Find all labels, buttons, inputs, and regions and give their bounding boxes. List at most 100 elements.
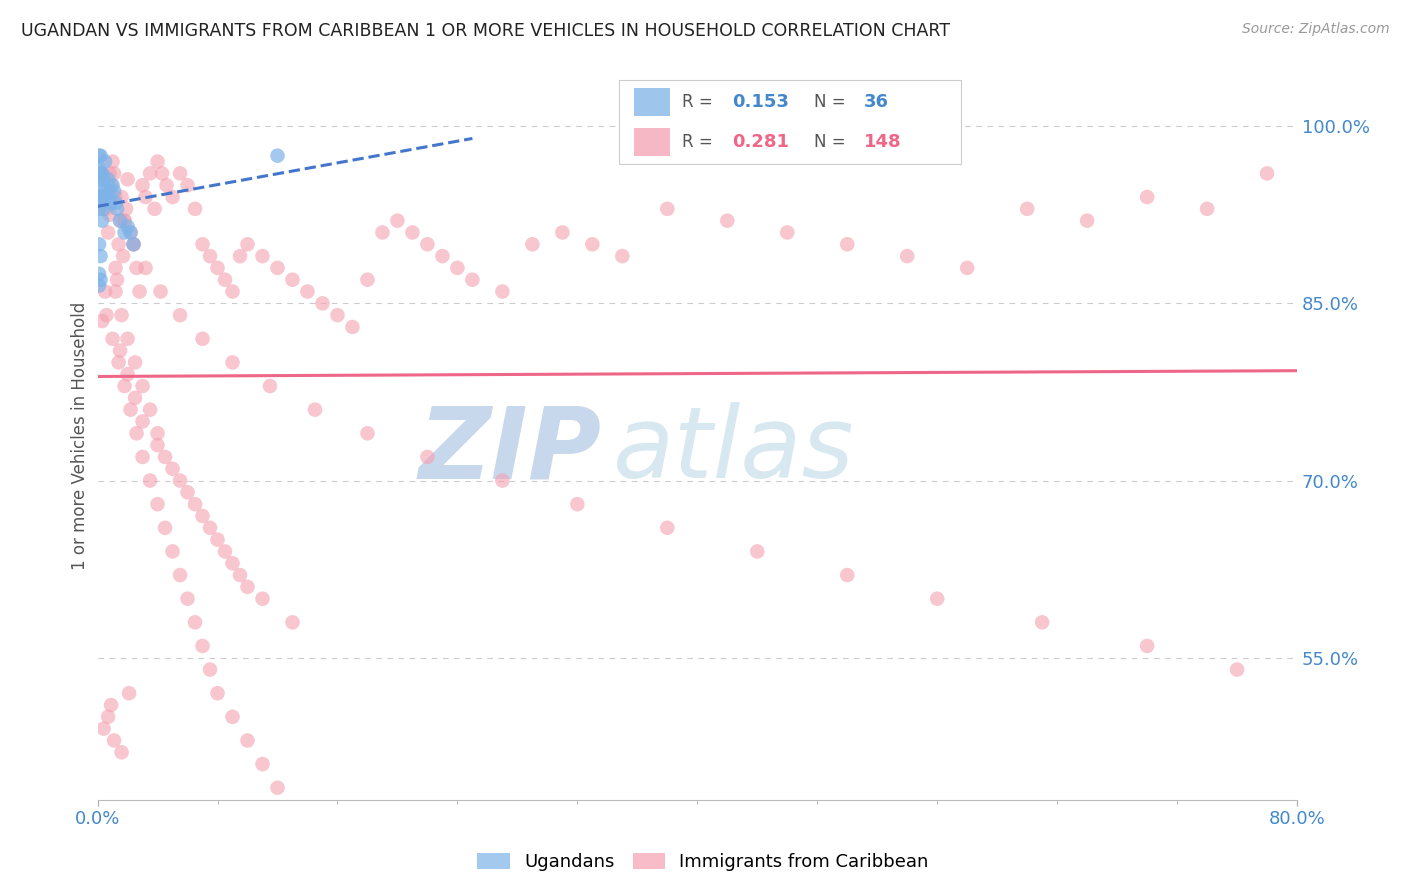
Point <box>252 591 274 606</box>
Point <box>153 450 176 464</box>
Point <box>105 273 128 287</box>
Point <box>101 332 124 346</box>
Point <box>266 149 288 163</box>
Point <box>117 332 139 346</box>
Point <box>91 213 114 227</box>
Point <box>184 202 207 216</box>
Point <box>229 568 252 582</box>
Point <box>128 285 150 299</box>
Point <box>90 273 112 287</box>
Point <box>96 190 118 204</box>
Point <box>198 249 221 263</box>
Point <box>1256 166 1278 180</box>
Point <box>221 355 243 369</box>
Point <box>100 196 122 211</box>
Point <box>114 379 136 393</box>
Point <box>118 686 141 700</box>
Point <box>252 249 274 263</box>
Point <box>112 249 135 263</box>
Point <box>581 237 603 252</box>
Point <box>927 591 949 606</box>
Point <box>108 213 131 227</box>
Point <box>117 368 139 382</box>
Point <box>716 213 738 227</box>
Point <box>416 237 439 252</box>
Point <box>207 260 229 275</box>
Point <box>98 166 121 180</box>
Point <box>229 249 252 263</box>
Point <box>91 166 114 180</box>
Point <box>87 149 110 163</box>
Point <box>169 166 191 180</box>
Point <box>236 237 259 252</box>
Point <box>94 154 117 169</box>
Point <box>169 474 191 488</box>
Point <box>401 226 423 240</box>
Point <box>104 260 127 275</box>
Point <box>236 580 259 594</box>
Point <box>176 178 198 193</box>
Text: 0.153: 0.153 <box>733 93 789 111</box>
Point <box>432 249 454 263</box>
Point <box>356 426 378 441</box>
Point <box>124 391 146 405</box>
Point <box>122 237 145 252</box>
Point <box>107 237 129 252</box>
Point <box>221 556 243 570</box>
Point <box>896 249 918 263</box>
Point <box>198 521 221 535</box>
Point <box>214 544 236 558</box>
Text: atlas: atlas <box>613 402 855 500</box>
Point <box>657 202 679 216</box>
Point <box>90 166 112 180</box>
Point <box>326 308 349 322</box>
Point <box>191 639 214 653</box>
Point <box>169 568 191 582</box>
Point <box>110 745 132 759</box>
Point <box>103 166 125 180</box>
Text: N =: N = <box>814 133 845 151</box>
Point <box>90 190 112 204</box>
Point <box>117 172 139 186</box>
Point <box>371 226 394 240</box>
Point <box>207 533 229 547</box>
Point <box>104 190 127 204</box>
Point <box>146 497 169 511</box>
Point <box>90 149 112 163</box>
Point <box>131 379 153 393</box>
Point <box>491 474 513 488</box>
Point <box>1136 639 1159 653</box>
Text: 148: 148 <box>865 133 901 151</box>
Point <box>96 202 118 216</box>
Point <box>169 308 191 322</box>
Point <box>198 663 221 677</box>
FancyBboxPatch shape <box>634 88 669 116</box>
Point <box>522 237 544 252</box>
Point <box>281 273 304 287</box>
Point <box>87 161 110 175</box>
Point <box>93 202 115 216</box>
Point <box>311 296 333 310</box>
Point <box>135 260 157 275</box>
Point <box>612 249 634 263</box>
Point <box>97 710 120 724</box>
Point <box>387 213 409 227</box>
Point <box>100 178 122 193</box>
Text: Source: ZipAtlas.com: Source: ZipAtlas.com <box>1241 22 1389 37</box>
Point <box>837 237 859 252</box>
Point <box>96 308 118 322</box>
Point <box>184 497 207 511</box>
Point <box>105 202 128 216</box>
Point <box>103 184 125 198</box>
Point <box>153 521 176 535</box>
Point <box>131 415 153 429</box>
Point <box>747 544 769 558</box>
Y-axis label: 1 or more Vehicles in Household: 1 or more Vehicles in Household <box>72 302 89 570</box>
Point <box>131 178 153 193</box>
Point <box>214 273 236 287</box>
Point <box>297 828 319 842</box>
Point <box>1197 202 1219 216</box>
Point <box>91 166 114 180</box>
Point <box>162 461 184 475</box>
Point <box>416 450 439 464</box>
